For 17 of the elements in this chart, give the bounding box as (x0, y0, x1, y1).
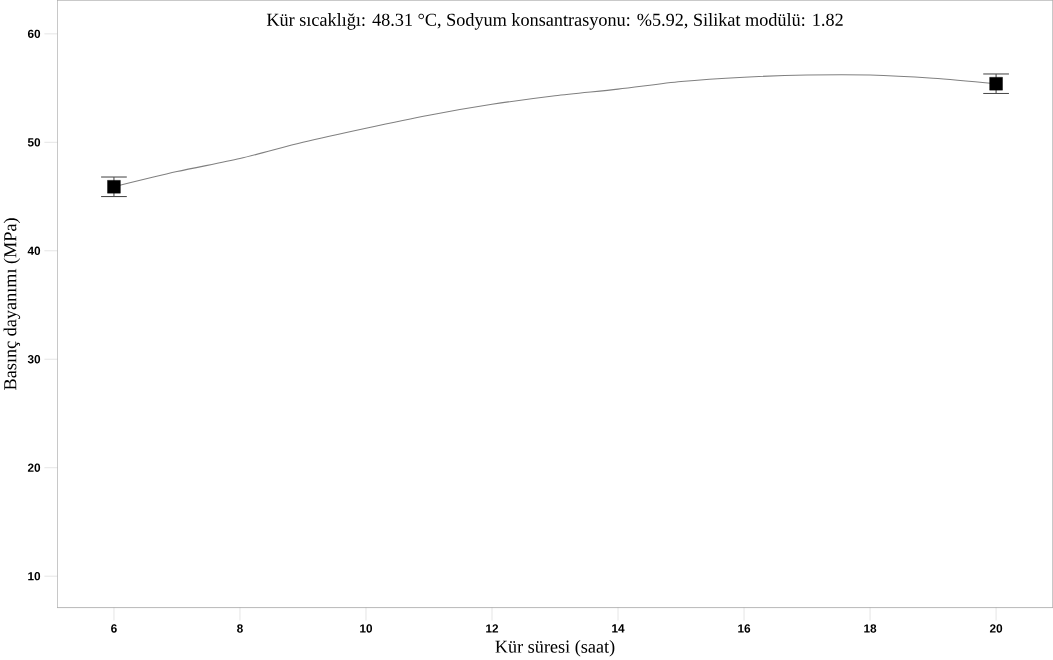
x-tick-label: 18 (864, 624, 877, 633)
x-tick-label: 10 (360, 624, 373, 633)
y-tick-label: 30 (27, 355, 41, 364)
y-tick-label: 50 (27, 138, 41, 147)
x-tick-label: 14 (612, 624, 625, 633)
y-tick-label: 20 (27, 463, 41, 472)
x-tick-label: 6 (111, 624, 117, 633)
x-tick-label: 12 (486, 624, 499, 633)
y-tick-label: 60 (27, 29, 41, 38)
y-tick-label: 40 (27, 246, 41, 255)
x-tick-label: 20 (989, 624, 1003, 633)
annotation: Kür sıcaklığı: 48.31 °C, Sodyum konsantrasyonu: %5.92, Silikat modülü: 1.82 (266, 13, 843, 30)
x-tick-label: 16 (738, 624, 751, 633)
x-tick-label: 8 (237, 624, 243, 633)
x-axis-title: Kür süresi (saat) (495, 639, 615, 657)
y-tick-label: 10 (28, 572, 41, 581)
y-axis-title: Basınç dayanımı (MPa) (3, 218, 21, 390)
